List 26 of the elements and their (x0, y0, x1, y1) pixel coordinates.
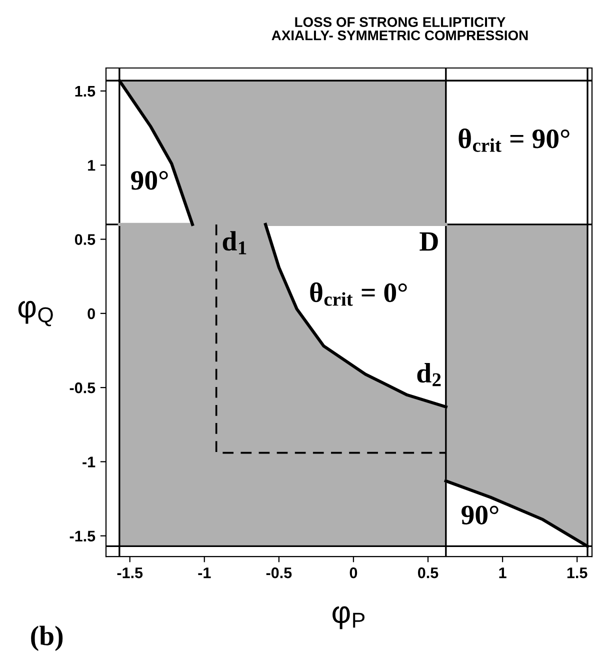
x-tick-label: -0.5 (266, 567, 292, 578)
y-tick-label: -1.5 (70, 530, 96, 542)
x-tick-label: 0.5 (418, 567, 438, 578)
annotation: θ$_{crit}$ = 90° (458, 128, 570, 152)
x-tick-label: 1 (499, 568, 506, 578)
x-tick-label: 0 (350, 567, 358, 578)
x-tick-label: -1.5 (117, 568, 143, 578)
y-axis-title: φ$_{Q}$ (18, 300, 53, 326)
y-tick-label: 0.5 (74, 234, 96, 245)
y-tick-label: 1.5 (75, 86, 96, 97)
annotation: 90° (131, 171, 168, 190)
chart-title: LOSS OF STRONG ELLIPTICITY (295, 17, 506, 28)
annotation: d$_{1}$ (222, 231, 246, 254)
y-tick-label: -1 (82, 456, 96, 468)
y-tick-label: -0.5 (70, 382, 96, 394)
chart-subtitle: AXIALLY- SYMMETRIC COMPRESSION (272, 30, 528, 40)
annotation: 90° (462, 506, 498, 524)
y-tick-label: 0 (88, 308, 95, 320)
annotation: θ$_{crit}$ = 0° (310, 282, 407, 306)
x-axis-title: φ$_{P}$ (332, 606, 365, 630)
annotation: d$_{2}$ (417, 363, 441, 386)
x-tick-label: -1 (198, 568, 211, 578)
annotation: D (420, 232, 438, 251)
y-tick-label: 1 (88, 160, 96, 171)
text: (b) (31, 626, 63, 651)
x-tick-label: 1.5 (567, 568, 588, 578)
